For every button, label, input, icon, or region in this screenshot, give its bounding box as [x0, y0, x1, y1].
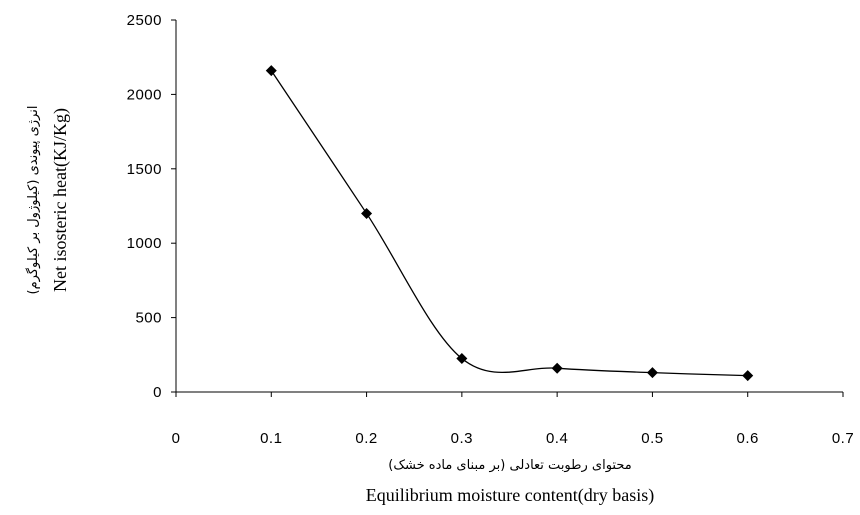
data-point-marker — [265, 65, 277, 77]
y-axis-ticks: 0 500 1000 1500 2000 2500 — [127, 12, 176, 401]
y-tick-label: 1000 — [127, 235, 162, 252]
x-tick-label: 0.2 — [355, 430, 377, 447]
plot-area — [265, 65, 754, 382]
x-tick-label: 0.3 — [451, 430, 473, 447]
data-point-marker — [361, 207, 373, 219]
x-axis-label-en: Equilibrium moisture content(dry basis) — [366, 485, 654, 506]
y-axis: 0 500 1000 1500 2000 2500 — [127, 12, 177, 401]
data-point-marker — [551, 362, 563, 374]
x-axis-label-fa: محتوای رطوبت تعادلی (بر مبنای ماده خشک) — [388, 458, 631, 473]
x-tick-label: 0.6 — [737, 430, 759, 447]
y-tick-label: 2000 — [127, 86, 162, 103]
y-tick-label: 500 — [135, 310, 162, 327]
data-point-marker — [742, 370, 754, 382]
x-tick-label: 0.7 — [832, 430, 854, 447]
data-point-marker — [646, 367, 658, 379]
x-tick-label: 0.4 — [546, 430, 568, 447]
series-line — [270, 70, 748, 377]
x-tick-label: 0 — [172, 430, 181, 447]
x-tick-label: 0.5 — [641, 430, 663, 447]
x-axis-ticks: 0 0.1 0.2 0.3 0.4 0.5 0.6 0.7 — [172, 392, 854, 447]
y-axis-label-en: Net isosteric heat(KJ/Kg) — [50, 108, 71, 292]
x-tick-label: 0.1 — [260, 430, 282, 447]
x-axis: 0 0.1 0.2 0.3 0.4 0.5 0.6 0.7 — [172, 391, 854, 447]
y-tick-label: 2500 — [127, 12, 162, 29]
y-tick-label: 0 — [153, 384, 162, 401]
y-tick-label: 1500 — [127, 161, 162, 178]
data-point-marker — [456, 353, 468, 365]
y-axis-label-fa: انرژی پیوندی (کیلوژول بر کیلوگرم) — [25, 106, 41, 295]
